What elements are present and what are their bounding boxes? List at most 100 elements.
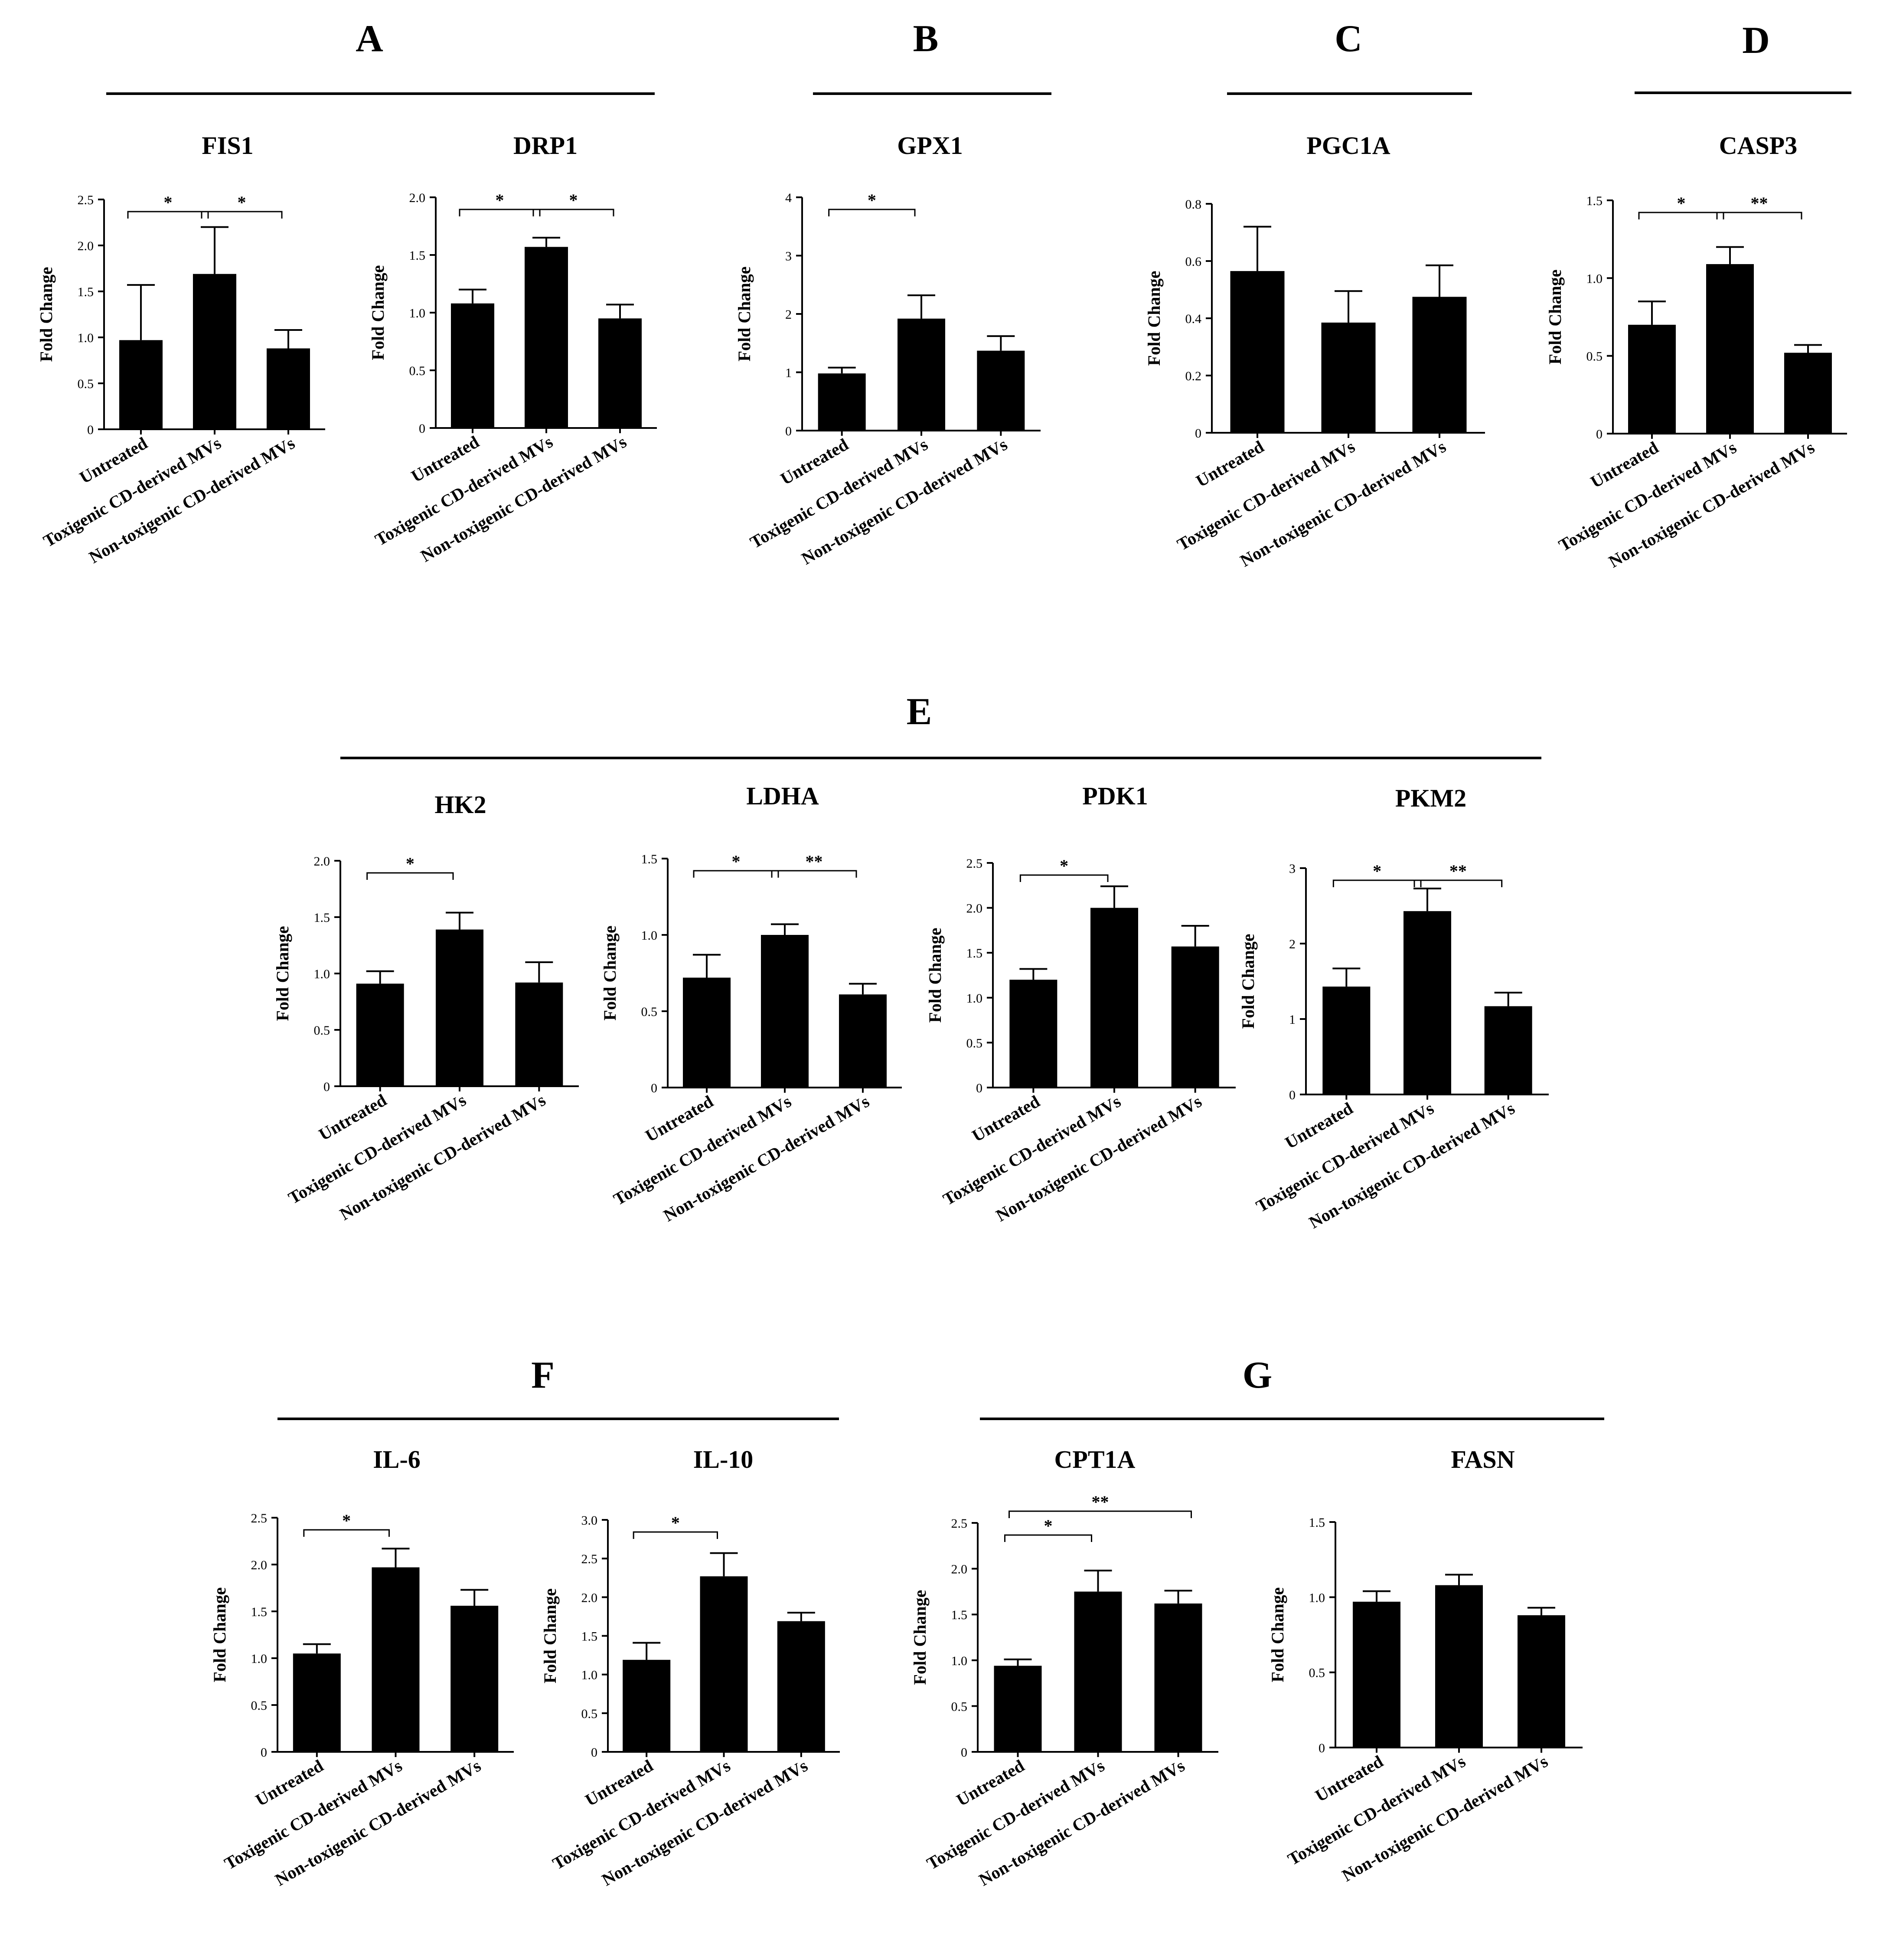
y-tick-label-casp3: 1.5	[1586, 194, 1603, 208]
y-tick-label-il10: 2.0	[581, 1591, 598, 1605]
y-tick-label-pgc1a: 0.6	[1185, 255, 1202, 269]
bar-pkm2-1	[1403, 911, 1451, 1094]
y-tick-label-il10: 2.5	[581, 1552, 598, 1566]
y-axis-label-il6: Fold Change	[210, 1588, 229, 1682]
bar-ldha-1	[761, 935, 809, 1088]
y-axis-label-gpx1: Fold Change	[734, 267, 754, 362]
y-tick-label-il6: 2.5	[251, 1511, 268, 1526]
bar-ldha-2	[839, 994, 887, 1088]
y-tick-label-pgc1a: 0.8	[1185, 197, 1202, 212]
significance-bracket-hk2	[366, 872, 454, 880]
significance-star-drp1: *	[569, 190, 578, 210]
y-axis-label-drp1: Fold Change	[368, 265, 388, 360]
x-tick-label-cpt1a-0: Untreated	[953, 1756, 1028, 1810]
y-tick-label-casp3: 0	[1596, 427, 1603, 441]
significance-star-casp3: **	[1751, 193, 1768, 213]
panel-letter-F: F	[531, 1354, 555, 1396]
y-tick-label-il6: 2.0	[251, 1558, 268, 1572]
y-tick-label-gpx1: 0	[785, 424, 792, 438]
bar-il6-1	[372, 1567, 420, 1752]
y-axis-label-pgc1a: Fold Change	[1144, 271, 1164, 366]
significance-star-pkm2: **	[1449, 861, 1467, 881]
y-tick-label-pkm2: 0	[1289, 1088, 1296, 1102]
y-tick-label-pkm2: 1	[1289, 1013, 1296, 1027]
y-tick-label-pdk1: 2.0	[966, 902, 983, 916]
y-axis-label-pkm2: Fold Change	[1238, 934, 1258, 1029]
bar-cpt1a-2	[1154, 1603, 1202, 1752]
bar-cpt1a-1	[1074, 1591, 1122, 1752]
significance-bracket-pdk1	[1019, 874, 1109, 882]
y-tick-label-fis1: 0.5	[78, 377, 94, 391]
y-tick-label-cpt1a: 0.5	[951, 1699, 968, 1714]
chart-title-drp1: DRP1	[513, 131, 578, 160]
y-tick-label-fis1: 1.0	[78, 331, 94, 345]
y-tick-label-pkm2: 2	[1289, 937, 1296, 951]
y-tick-label-ldha: 1.0	[641, 928, 658, 943]
significance-bracket-casp3	[1638, 212, 1724, 219]
bar-il10-0	[623, 1659, 671, 1752]
y-axis-label-cpt1a: Fold Change	[910, 1590, 930, 1685]
significance-bracket-casp3	[1716, 212, 1802, 219]
y-tick-label-gpx1: 3	[785, 249, 792, 264]
chart-title-pgc1a: PGC1A	[1306, 131, 1390, 160]
chart-title-casp3: CASP3	[1719, 131, 1797, 160]
bar-pdk1-1	[1090, 908, 1138, 1088]
y-tick-label-pdk1: 1.5	[966, 946, 983, 960]
y-tick-label-il6: 0.5	[251, 1699, 268, 1713]
significance-star-drp1: *	[496, 190, 504, 210]
y-tick-label-pdk1: 0	[976, 1081, 982, 1095]
y-tick-label-pdk1: 0.5	[966, 1036, 983, 1050]
y-axis-label-fis1: Fold Change	[36, 267, 56, 362]
bar-fasn-0	[1353, 1601, 1400, 1748]
y-tick-label-drp1: 2.0	[409, 191, 426, 205]
significance-star-hk2: *	[406, 854, 415, 873]
bar-casp3-0	[1628, 324, 1676, 434]
y-tick-label-gpx1: 4	[785, 191, 792, 205]
chart-title-ldha: LDHA	[746, 782, 819, 810]
y-tick-label-pgc1a: 0	[1195, 426, 1201, 441]
y-tick-label-cpt1a: 2.0	[951, 1562, 968, 1577]
bar-il6-0	[293, 1653, 341, 1752]
significance-bracket-ldha	[771, 870, 857, 878]
y-tick-label-pgc1a: 0.2	[1185, 369, 1202, 383]
y-tick-label-pgc1a: 0.4	[1185, 312, 1202, 326]
y-tick-label-drp1: 0	[419, 421, 425, 436]
significance-bracket-drp1	[459, 209, 541, 216]
y-tick-label-il10: 1.0	[581, 1668, 598, 1682]
y-tick-label-drp1: 1.5	[409, 248, 426, 263]
bar-ldha-0	[683, 977, 731, 1088]
x-tick-label-fasn-0: Untreated	[1312, 1751, 1387, 1806]
chart-title-cpt1a: CPT1A	[1054, 1445, 1136, 1473]
chart-title-pkm2: PKM2	[1395, 784, 1466, 812]
chart-title-pdk1: PDK1	[1082, 782, 1148, 810]
y-tick-label-hk2: 1.0	[314, 967, 330, 981]
significance-star-casp3: *	[1677, 193, 1686, 213]
y-tick-label-hk2: 0.5	[314, 1023, 330, 1038]
y-tick-label-il10: 0	[591, 1745, 597, 1760]
y-tick-label-casp3: 1.0	[1586, 271, 1603, 286]
panel-letter-G: G	[1243, 1354, 1272, 1396]
y-tick-label-hk2: 1.5	[314, 911, 330, 925]
y-tick-label-pdk1: 2.5	[966, 856, 983, 871]
panel-letter-A: A	[356, 18, 383, 60]
y-tick-label-cpt1a: 1.5	[951, 1608, 968, 1622]
y-tick-label-casp3: 0.5	[1586, 350, 1603, 364]
bar-fis1-2	[267, 348, 310, 429]
y-tick-label-ldha: 1.5	[641, 852, 658, 866]
significance-star-pkm2: *	[1373, 861, 1381, 881]
y-axis-label-il10: Fold Change	[540, 1588, 560, 1683]
panel-letter-E: E	[907, 691, 932, 733]
x-tick-label-pgc1a-0: Untreated	[1193, 437, 1267, 491]
bar-casp3-1	[1706, 264, 1754, 434]
y-tick-label-drp1: 0.5	[409, 364, 426, 378]
panel-letter-C: C	[1335, 18, 1362, 60]
significance-bracket-fis1	[127, 211, 209, 219]
y-tick-label-il6: 0	[261, 1745, 267, 1760]
significance-star-cpt1a: **	[1092, 1492, 1109, 1512]
y-tick-label-fasn: 1.5	[1309, 1516, 1325, 1530]
significance-bracket-cpt1a	[1009, 1510, 1192, 1518]
chart-title-hk2: HK2	[434, 791, 486, 819]
significance-star-ldha: **	[806, 852, 823, 871]
y-tick-label-gpx1: 2	[785, 307, 792, 322]
y-axis-label-pdk1: Fold Change	[925, 928, 945, 1023]
